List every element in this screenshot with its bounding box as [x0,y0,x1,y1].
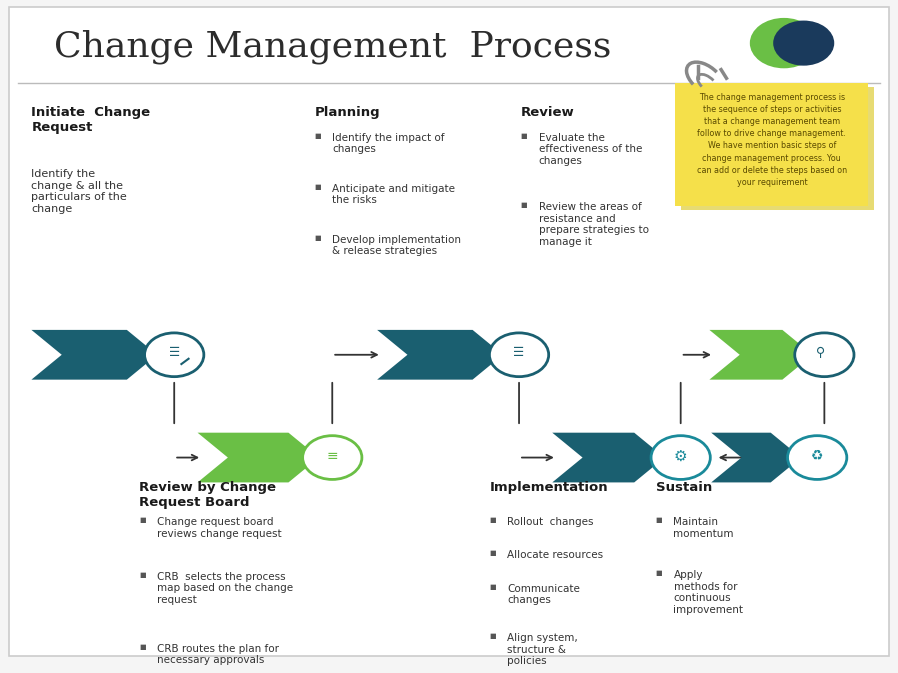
Text: ■: ■ [314,235,321,241]
Text: ■: ■ [489,583,496,590]
Text: ■: ■ [139,518,145,523]
Text: ■: ■ [521,133,527,139]
Text: Identify the
change & all the
particulars of the
change: Identify the change & all the particular… [31,169,128,214]
Circle shape [145,333,204,377]
Text: Evaluate the
effectiveness of the
changes: Evaluate the effectiveness of the change… [539,133,642,166]
Text: Review by Change
Request Board: Review by Change Request Board [139,481,277,509]
FancyBboxPatch shape [9,7,889,656]
FancyBboxPatch shape [681,87,874,209]
Text: ♻: ♻ [811,449,823,463]
Text: ☰: ☰ [514,347,524,359]
Circle shape [795,333,854,377]
Text: CRB routes the plan for
necessary approvals: CRB routes the plan for necessary approv… [157,644,279,666]
FancyBboxPatch shape [675,83,868,205]
Circle shape [750,18,818,68]
Text: ■: ■ [314,184,321,190]
Text: ≡: ≡ [327,449,338,462]
Text: ■: ■ [489,551,496,557]
Text: Review: Review [521,106,575,119]
Text: Sustain: Sustain [656,481,712,494]
Text: ⚙: ⚙ [674,449,688,464]
Text: ■: ■ [139,644,145,650]
Text: ■: ■ [521,203,527,208]
Text: Implementation: Implementation [489,481,608,494]
Polygon shape [709,330,813,380]
Text: CRB  selects the process
map based on the change
request: CRB selects the process map based on the… [157,571,294,605]
Text: Initiate  Change
Request: Initiate Change Request [31,106,151,134]
Text: ■: ■ [656,518,662,523]
Text: Rollout  changes: Rollout changes [507,518,594,527]
Circle shape [303,435,362,479]
Text: ⚲: ⚲ [816,346,825,359]
Polygon shape [377,330,503,380]
Circle shape [489,333,549,377]
Text: ■: ■ [314,133,321,139]
Circle shape [788,435,847,479]
Text: Anticipate and mitigate
the risks: Anticipate and mitigate the risks [332,184,455,205]
Circle shape [773,21,834,66]
Text: Change Management  Process: Change Management Process [54,30,612,65]
Text: ■: ■ [489,518,496,523]
Text: The change management process is
the sequence of steps or activities
that a chan: The change management process is the seq… [697,93,847,187]
Polygon shape [552,433,665,483]
Text: Align system,
structure &
policies: Align system, structure & policies [507,633,578,666]
Circle shape [651,435,710,479]
Text: Communicate
changes: Communicate changes [507,583,580,605]
Text: ■: ■ [139,571,145,577]
Text: Change request board
reviews change request: Change request board reviews change requ… [157,518,282,539]
Text: ■: ■ [489,633,496,639]
Text: Apply
methods for
continuous
improvement: Apply methods for continuous improvement [674,570,744,615]
Text: Identify the impact of
changes: Identify the impact of changes [332,133,445,154]
Polygon shape [198,433,319,483]
Text: ☰: ☰ [169,346,180,359]
Text: ■: ■ [656,570,662,576]
Text: Review the areas of
resistance and
prepare strategies to
manage it: Review the areas of resistance and prepa… [539,203,648,247]
Polygon shape [31,330,157,380]
Polygon shape [711,433,801,483]
Text: Planning: Planning [314,106,380,119]
Text: Develop implementation
& release strategies: Develop implementation & release strateg… [332,235,462,256]
Text: Allocate resources: Allocate resources [507,551,603,561]
Text: Maintain
momentum: Maintain momentum [674,518,734,539]
